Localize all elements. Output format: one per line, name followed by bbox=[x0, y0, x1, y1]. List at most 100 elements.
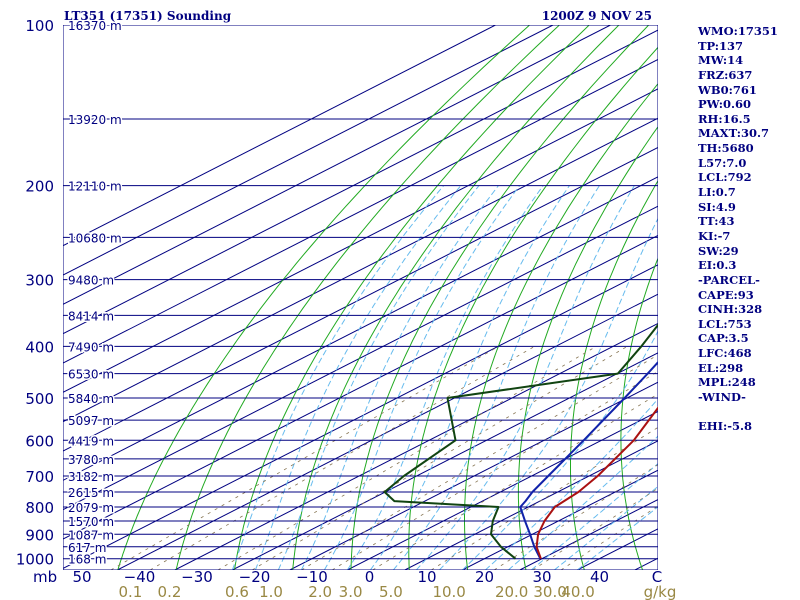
mixing-ratio-tick-label: 20.0 bbox=[495, 583, 528, 600]
mixing-ratio-tick-label: 5.0 bbox=[379, 583, 403, 600]
isotherm-line bbox=[63, 25, 554, 276]
sounding-index-item: EI:0.3 bbox=[698, 258, 737, 273]
sounding-index-item: PW:0.60 bbox=[698, 97, 752, 112]
moist-adiabat-line bbox=[507, 435, 658, 570]
temperature-tick-label: −30 bbox=[181, 568, 213, 586]
sounding-index-item: LCL:753 bbox=[698, 316, 752, 331]
height-label: 9480 m bbox=[68, 274, 114, 288]
dry-adiabat-line bbox=[117, 25, 530, 570]
isotherm-line bbox=[63, 25, 496, 247]
height-label: 4419 m bbox=[68, 434, 114, 448]
sounding-index-item: SW:29 bbox=[698, 243, 739, 258]
temperature-tick-label: 20 bbox=[475, 568, 494, 586]
moist-adiabat-line bbox=[300, 185, 499, 570]
moist-adiabat-line bbox=[461, 329, 658, 570]
sounding-index-item: LCL:792 bbox=[698, 170, 752, 185]
sounding-index-item: LI:0.7 bbox=[698, 185, 736, 200]
temperature-tick-label: 40 bbox=[590, 568, 609, 586]
pressure-unit-label: mb bbox=[33, 568, 57, 586]
height-label: 7490 m bbox=[68, 340, 114, 354]
height-label: 16370 m bbox=[68, 19, 122, 33]
height-label: 12110 m bbox=[68, 180, 122, 194]
moist-adiabat-line bbox=[231, 185, 444, 570]
moist-adiabat-line bbox=[277, 185, 480, 570]
moist-adiabat-line bbox=[346, 185, 544, 570]
moist-adiabat-lines bbox=[231, 185, 658, 570]
height-label: 617 m bbox=[68, 541, 106, 555]
mixing-ratio-line bbox=[110, 345, 499, 570]
mixing-ratio-line bbox=[149, 345, 535, 570]
mixing-ratio-line bbox=[217, 345, 597, 570]
pressure-tick-label: 100 bbox=[25, 17, 54, 35]
sounding-index-item: TH:5680 bbox=[698, 141, 754, 156]
mixing-ratio-tick-label: 30.0 bbox=[533, 583, 566, 600]
mixing-ratio-line bbox=[301, 354, 658, 570]
sounding-index-item: CINH:328 bbox=[698, 302, 763, 317]
sounding-index-item: -PARCEL- bbox=[698, 272, 760, 287]
isobar-lines bbox=[63, 25, 658, 570]
mixing-ratio-line bbox=[251, 345, 628, 570]
pressure-tick-label: 600 bbox=[25, 432, 54, 450]
dry-adiabat-line bbox=[292, 25, 620, 570]
height-label: 2079 m bbox=[68, 501, 114, 515]
dry-adiabat-lines bbox=[117, 25, 658, 570]
dewpoint-profile-line bbox=[383, 323, 658, 560]
moist-adiabat-line bbox=[392, 185, 600, 570]
pressure-tick-label: 1000 bbox=[16, 551, 54, 569]
height-label: 13920 m bbox=[68, 113, 122, 127]
dry-adiabat-line bbox=[175, 25, 560, 570]
isotherm-line bbox=[63, 58, 658, 364]
height-label: 5097 m bbox=[68, 414, 114, 428]
isotherm-line bbox=[232, 352, 658, 570]
sounding-index-item: WB0:761 bbox=[698, 82, 757, 97]
height-label: 1087 m bbox=[68, 528, 114, 542]
sounding-index-item: LFC:468 bbox=[698, 346, 752, 361]
mixing-ratio-tick-label: 10.0 bbox=[432, 583, 465, 600]
sounding-index-item: KI:-7 bbox=[698, 228, 731, 243]
sounding-index-item: CAP:3.5 bbox=[698, 331, 749, 346]
isotherm-line bbox=[63, 146, 658, 452]
isotherm-line bbox=[462, 469, 658, 570]
isotherm-line bbox=[63, 264, 658, 569]
dry-adiabat-line bbox=[620, 256, 658, 570]
isotherm-line bbox=[117, 293, 658, 570]
sounding-index-item: EHI:-5.8 bbox=[698, 419, 753, 434]
mixing-ratio-line bbox=[331, 370, 658, 570]
mixing-ratio-tick-label: 0.2 bbox=[158, 583, 182, 600]
height-label: 8414 m bbox=[68, 309, 114, 323]
height-label: 3182 m bbox=[68, 470, 114, 484]
sounding-index-item: -WIND- bbox=[698, 390, 746, 405]
pressure-tick-label: 500 bbox=[25, 390, 54, 408]
temperature-tick-label: −20 bbox=[239, 568, 271, 586]
temperature-profile-line bbox=[535, 406, 658, 560]
spacer bbox=[698, 405, 798, 420]
sounding-index-item: MPL:248 bbox=[698, 375, 756, 390]
dry-adiabat-line bbox=[517, 125, 658, 570]
pressure-tick-label: 200 bbox=[25, 178, 54, 196]
temperature-tick-label: 30 bbox=[532, 568, 551, 586]
dry-adiabat-line bbox=[350, 25, 650, 570]
pressure-tick-label: 300 bbox=[25, 272, 54, 290]
sounding-index-item: TP:137 bbox=[698, 38, 744, 53]
pressure-tick-label: 400 bbox=[25, 338, 54, 356]
isotherm-line bbox=[63, 234, 658, 540]
dry-adiabat-line bbox=[464, 82, 658, 570]
sounding-index-item: WMO:17351 bbox=[698, 24, 778, 38]
sounding-index-item: FRZ:637 bbox=[698, 67, 753, 82]
pressure-tick-label: 900 bbox=[25, 526, 54, 544]
mixing-ratio-line bbox=[431, 426, 658, 570]
moist-adiabat-line bbox=[254, 185, 462, 570]
mixing-ratio-tick-label: 0.1 bbox=[119, 583, 143, 600]
isotherm-lines bbox=[63, 25, 658, 570]
sounding-index-item: CAPE:93 bbox=[698, 287, 754, 302]
mixing-ratio-line bbox=[372, 393, 658, 570]
isotherm-line bbox=[404, 440, 658, 570]
sounding-profiles bbox=[383, 323, 658, 560]
dry-adiabat-line bbox=[233, 25, 590, 570]
temperature-tick-label: 50 bbox=[72, 568, 91, 586]
moist-adiabat-line bbox=[577, 506, 658, 570]
mixing-ratio-unit-label: g/kg bbox=[644, 583, 677, 600]
height-label: 3780 m bbox=[68, 453, 114, 467]
valid-time: 1200Z 9 NOV 25 bbox=[542, 9, 652, 23]
